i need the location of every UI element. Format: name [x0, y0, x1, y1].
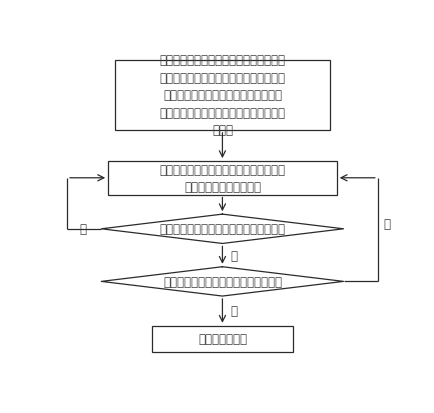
Text: 是: 是 — [231, 249, 238, 262]
Text: 第一计程车获取第一乘客的终点信息，生
成第一乘车路径；获取第二乘客的起点信
息以及终点信息，生成第二乘车路径；
根据第一乘车路径和第二乘车路径计算重
合路径: 第一计程车获取第一乘客的终点信息，生 成第一乘车路径；获取第二乘客的起点信 息以… — [159, 54, 286, 137]
Bar — [152, 326, 293, 352]
Text: 获取第二计程车的第三乘客的起点信息和
终点信息，生成第三路径: 获取第二计程车的第三乘客的起点信息和 终点信息，生成第三路径 — [159, 163, 286, 194]
Text: 所述第三路径与所述重合路径是否有交点: 所述第三路径与所述重合路径是否有交点 — [159, 223, 286, 236]
Text: 第一乘客的终点信息是否在第三路径内: 第一乘客的终点信息是否在第三路径内 — [163, 275, 282, 288]
Polygon shape — [101, 267, 344, 297]
Polygon shape — [101, 215, 344, 244]
Text: 发出换拼车提醒: 发出换拼车提醒 — [198, 332, 247, 345]
Text: 否: 否 — [384, 217, 391, 230]
Bar — [115, 61, 330, 131]
Text: 是: 是 — [231, 305, 238, 318]
Bar — [108, 161, 337, 195]
Text: 否: 否 — [79, 223, 86, 236]
